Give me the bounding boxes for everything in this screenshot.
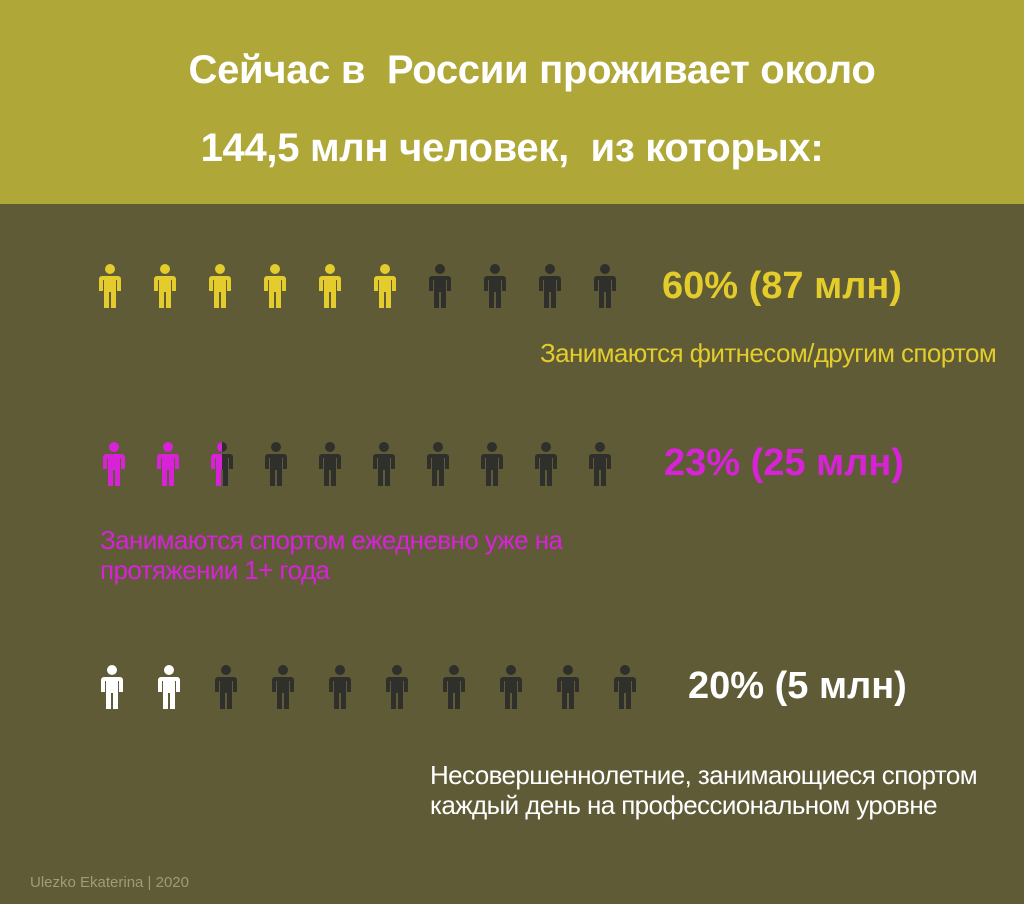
description-1: Занимаются фитнесом/другим спортом xyxy=(540,338,997,368)
description-2: Занимаются спортом ежедневно уже на прот… xyxy=(100,525,563,585)
person-icon xyxy=(329,665,351,709)
pictograph-row-3 xyxy=(100,665,650,709)
person-icon xyxy=(272,665,294,709)
person-icon xyxy=(557,665,579,709)
person-icon xyxy=(158,665,180,709)
person-icon xyxy=(154,264,176,308)
person-icon xyxy=(500,665,522,709)
person-icon xyxy=(386,665,408,709)
person-icon xyxy=(209,264,231,308)
person-icon xyxy=(211,442,233,486)
pictograph-row-1 xyxy=(98,264,628,308)
person-icon xyxy=(539,264,561,308)
person-icon xyxy=(215,665,237,709)
person-icon xyxy=(429,264,451,308)
percent-label-2: 23% (25 млн) xyxy=(664,442,904,484)
percent-label-1: 60% (87 млн) xyxy=(662,265,902,307)
person-icon xyxy=(589,442,611,486)
person-icon xyxy=(443,665,465,709)
pictograph-row-3-figures xyxy=(101,665,636,709)
person-icon xyxy=(614,665,636,709)
person-icon xyxy=(264,264,286,308)
person-icon xyxy=(373,442,395,486)
person-icon xyxy=(484,264,506,308)
pictograph-row-2 xyxy=(102,442,632,486)
person-icon xyxy=(319,264,341,308)
header-banner: Сейчас в России проживает около 144,5 мл… xyxy=(0,0,1024,204)
person-icon xyxy=(481,442,503,486)
description-2-line-1: Занимаются спортом ежедневно уже на xyxy=(100,525,563,555)
person-icon xyxy=(535,442,557,486)
pictograph-row-2-figures xyxy=(103,442,611,486)
person-icon xyxy=(594,264,616,308)
person-icon xyxy=(99,264,121,308)
person-icon xyxy=(103,442,125,486)
person-icon xyxy=(265,442,287,486)
person-icon xyxy=(101,665,123,709)
title-line-2: 144,5 млн человек, из которых: xyxy=(200,126,824,170)
person-icon xyxy=(427,442,449,486)
person-icon xyxy=(157,442,179,486)
title-line-1: Сейчас в России проживает около xyxy=(188,48,876,92)
person-icon xyxy=(374,264,396,308)
credit-text: Ulezko Ekaterina | 2020 xyxy=(30,874,189,891)
percent-label-3: 20% (5 млн) xyxy=(688,665,907,707)
description-3: Несовершеннолетние, занимающиеся спортом… xyxy=(430,760,978,820)
description-3-line-1: Несовершеннолетние, занимающиеся спортом xyxy=(430,760,978,790)
description-3-line-2: каждый день на профессиональном уровне xyxy=(430,790,938,820)
person-icon xyxy=(319,442,341,486)
pictograph-row-1-figures xyxy=(99,264,616,308)
description-2-line-2: протяжении 1+ года xyxy=(100,555,330,585)
